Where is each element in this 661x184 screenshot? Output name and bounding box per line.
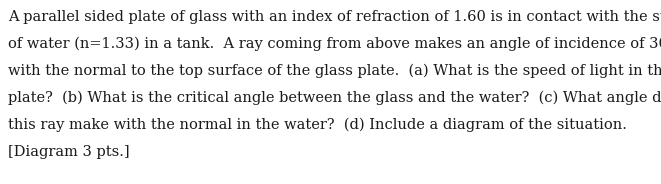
Text: plate?  (b) What is the critical angle between the glass and the water?  (c) Wha: plate? (b) What is the critical angle be… (8, 91, 661, 105)
Text: [Diagram 3 pts.]: [Diagram 3 pts.] (8, 145, 130, 159)
Text: this ray make with the normal in the water?  (d) Include a diagram of the situat: this ray make with the normal in the wat… (8, 118, 627, 132)
Text: of water (n=1.33) in a tank.  A ray coming from above makes an angle of incidenc: of water (n=1.33) in a tank. A ray comin… (8, 37, 661, 51)
Text: with the normal to the top surface of the glass plate.  (a) What is the speed of: with the normal to the top surface of th… (8, 64, 661, 78)
Text: A parallel sided plate of glass with an index of refraction of 1.60 is in contac: A parallel sided plate of glass with an … (8, 10, 661, 24)
